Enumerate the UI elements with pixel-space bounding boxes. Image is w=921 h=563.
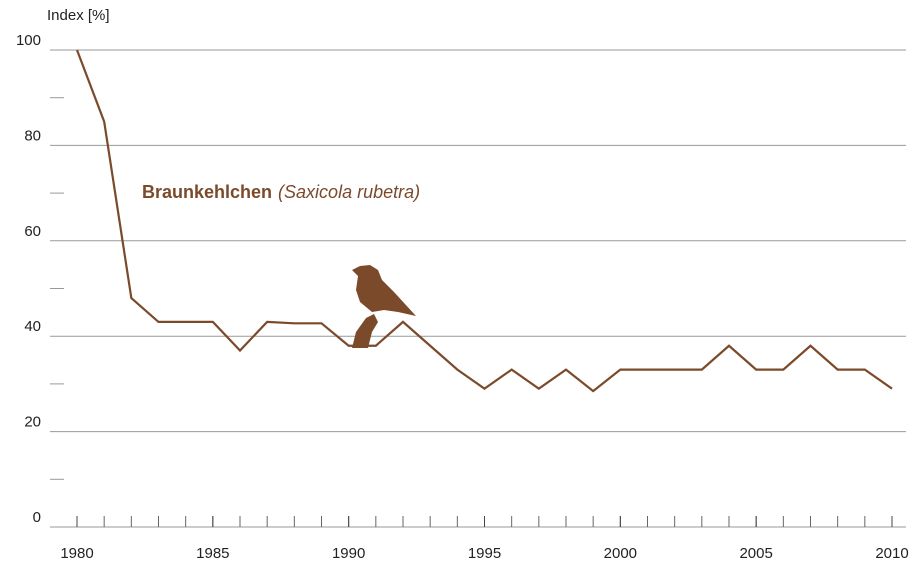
x-tick-label: 2005	[739, 545, 772, 562]
bird-icon	[352, 265, 416, 348]
y-tick-label: 40	[24, 318, 41, 335]
y-tick-label: 100	[16, 32, 41, 49]
data-line	[77, 50, 892, 391]
x-tick-label: 1995	[468, 545, 501, 562]
chart-title: Braunkehlchen	[142, 182, 272, 202]
x-tick-label: 1980	[60, 545, 93, 562]
chart-subtitle: (Saxicola rubetra)	[278, 182, 420, 202]
y-tick-label: 60	[24, 223, 41, 240]
x-tick-label: 2000	[604, 545, 637, 562]
x-tick-label: 1985	[196, 545, 229, 562]
y-tick-label: 80	[24, 127, 41, 144]
y-tick-label: 20	[24, 414, 41, 431]
x-tick-label: 1990	[332, 545, 365, 562]
chart-title-group: Braunkehlchen (Saxicola rubetra)	[142, 182, 420, 202]
y-axis-label: Index [%]	[47, 7, 110, 24]
y-tick-label: 0	[33, 509, 41, 526]
x-tick-label: 2010	[875, 545, 908, 562]
chart: Index [%] Braunkehlchen (Saxicola rubetra…	[0, 0, 921, 563]
